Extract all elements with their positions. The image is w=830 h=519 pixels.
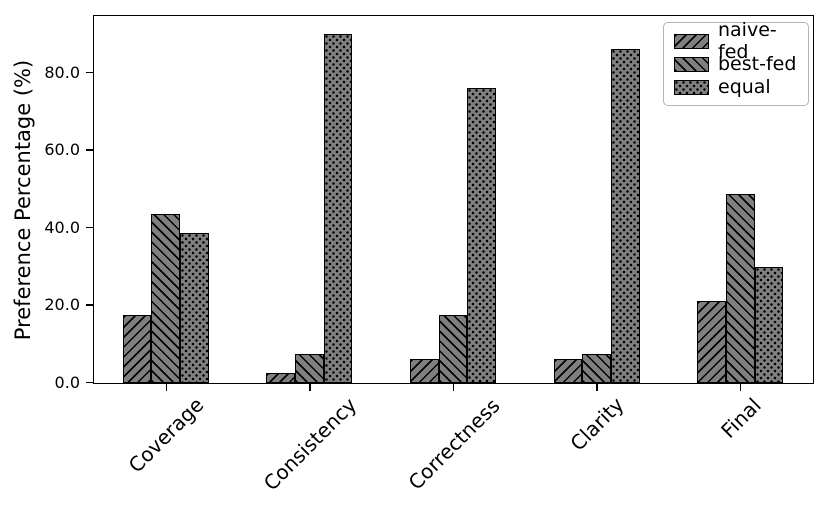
x-tick-mark <box>596 384 598 391</box>
x-tick-label-correctness: Correctness <box>403 393 504 495</box>
bar-best-fed-coverage <box>151 213 181 383</box>
bar-naive-fed-clarity <box>553 358 583 383</box>
x-tick-mark <box>739 384 742 391</box>
bar-best-fed-correctness <box>438 315 468 383</box>
bar-naive-fed-correctness <box>409 358 439 383</box>
bar-equal-correctness <box>467 87 497 383</box>
y-tick-label: 60.0 <box>44 140 80 160</box>
x-tick-label-coverage: Coverage <box>123 393 209 478</box>
legend-swatch-naive-fed-icon <box>674 33 709 49</box>
legend-label-best-fed: best-fed <box>718 53 797 75</box>
x-tick-label-final: Final <box>715 392 766 443</box>
bar-naive-fed-final <box>697 300 726 383</box>
legend-label-equal: equal <box>718 76 771 98</box>
legend-item-best-fed: best-fed <box>674 53 798 75</box>
bar-naive-fed-coverage <box>122 315 152 383</box>
y-tick-mark <box>86 381 93 384</box>
x-tick-label-consistency: Consistency <box>258 393 362 496</box>
bar-equal-coverage <box>180 232 209 383</box>
y-tick-mark <box>86 149 93 151</box>
y-tick-label: 80.0 <box>44 62 80 82</box>
legend-item-naive-fed: naive-fed <box>674 19 798 63</box>
bar-equal-clarity <box>610 48 640 383</box>
legend-item-equal: equal <box>674 76 798 98</box>
bar-best-fed-clarity <box>582 353 611 383</box>
legend-swatch-best-fed-icon <box>674 56 709 72</box>
x-tick-mark <box>452 384 455 391</box>
x-tick-label-clarity: Clarity <box>565 392 629 457</box>
bar-equal-consistency <box>323 34 353 383</box>
y-tick-label: 0.0 <box>54 372 80 392</box>
x-tick-mark <box>309 384 311 391</box>
y-tick-mark <box>86 304 93 306</box>
bar-equal-final <box>754 266 784 383</box>
bar-best-fed-consistency <box>295 353 324 383</box>
legend-label-naive-fed: naive-fed <box>718 19 777 63</box>
bar-best-fed-final <box>725 194 755 383</box>
bar-naive-fed-consistency <box>266 373 296 383</box>
y-tick-mark <box>86 71 93 74</box>
legend-swatch-equal-icon <box>674 79 709 95</box>
y-tick-mark <box>86 226 93 229</box>
x-tick-mark <box>165 384 168 391</box>
y-tick-label: 40.0 <box>44 217 80 237</box>
legend: naive-fed best-fed equal <box>663 19 809 106</box>
y-tick-label: 20.0 <box>44 295 80 315</box>
